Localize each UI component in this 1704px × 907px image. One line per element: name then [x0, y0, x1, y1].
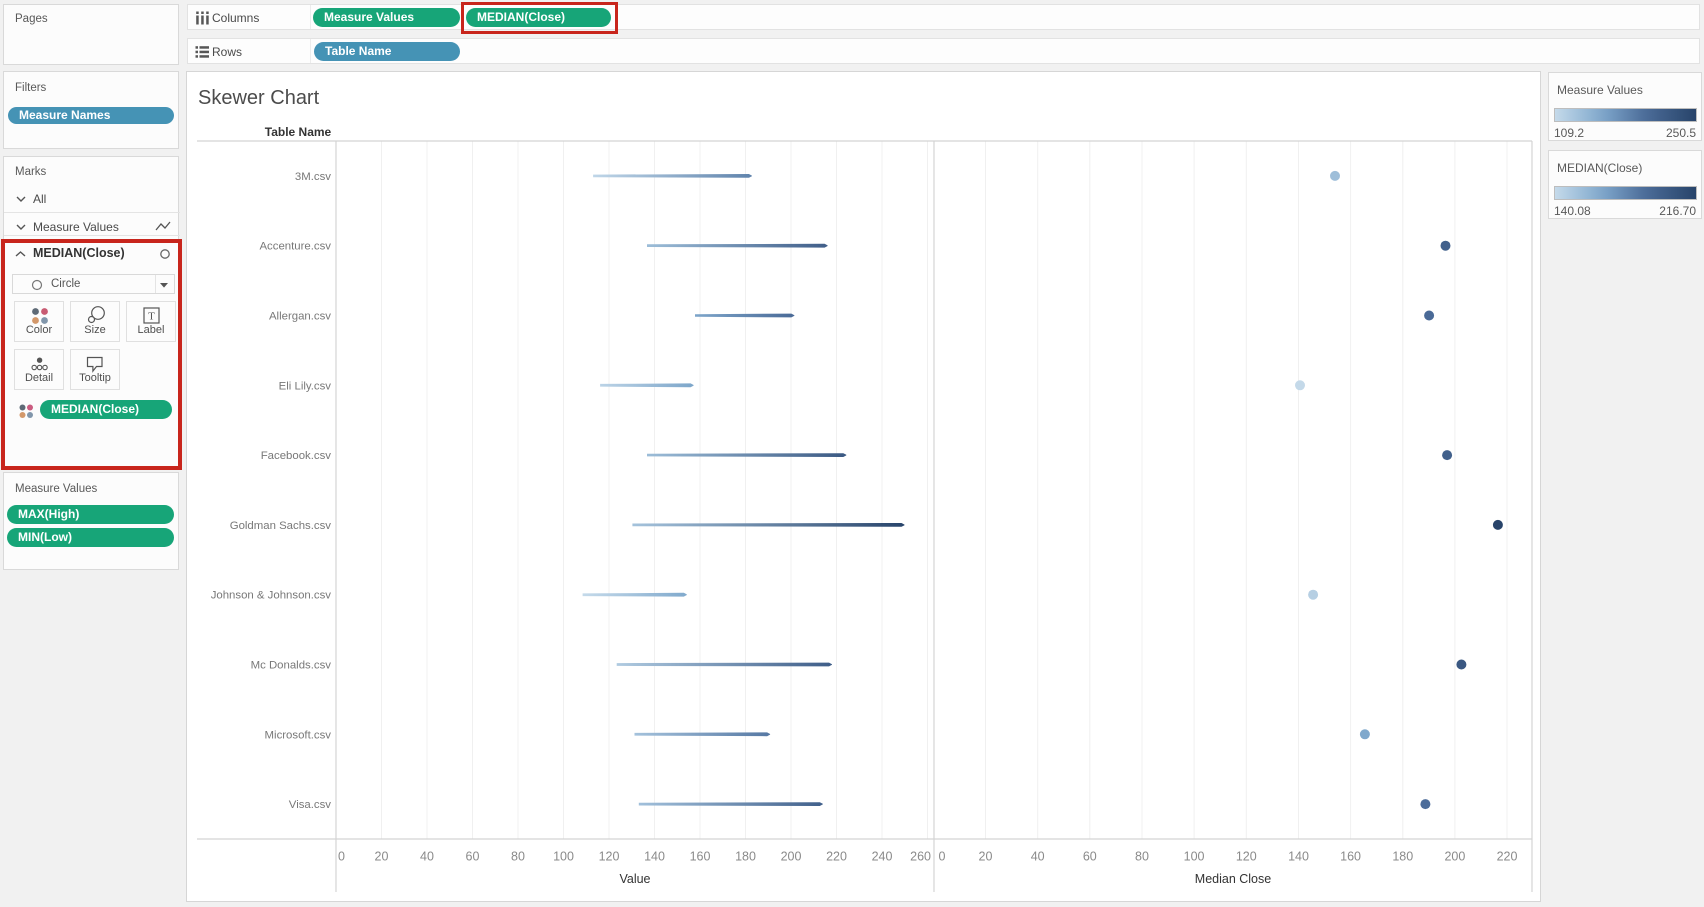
svg-text:180: 180	[1392, 850, 1413, 864]
svg-text:Eli Lily.csv: Eli Lily.csv	[279, 380, 332, 392]
svg-text:120: 120	[599, 850, 620, 864]
svg-text:Allergan.csv: Allergan.csv	[269, 311, 331, 323]
svg-text:200: 200	[781, 850, 802, 864]
svg-text:T: T	[148, 311, 155, 323]
svg-text:140: 140	[644, 850, 665, 864]
svg-text:20: 20	[375, 850, 389, 864]
svg-text:40: 40	[420, 850, 434, 864]
svg-text:3M.csv: 3M.csv	[295, 171, 331, 183]
svg-text:180: 180	[735, 850, 756, 864]
svg-text:Value: Value	[619, 872, 650, 886]
svg-text:Accenture.csv: Accenture.csv	[259, 241, 331, 253]
svg-text:0: 0	[338, 850, 345, 864]
svg-text:60: 60	[466, 850, 480, 864]
svg-text:Goldman Sachs.csv: Goldman Sachs.csv	[230, 520, 332, 532]
svg-text:140: 140	[1288, 850, 1309, 864]
svg-text:Mc Donalds.csv: Mc Donalds.csv	[251, 660, 332, 672]
svg-text:80: 80	[1135, 850, 1149, 864]
svg-text:220: 220	[826, 850, 847, 864]
svg-text:20: 20	[979, 850, 993, 864]
svg-text:Median Close: Median Close	[1195, 872, 1271, 886]
svg-text:40: 40	[1031, 850, 1045, 864]
svg-text:120: 120	[1236, 850, 1257, 864]
svg-text:160: 160	[1340, 850, 1361, 864]
svg-text:0: 0	[939, 850, 946, 864]
svg-text:Microsoft.csv: Microsoft.csv	[265, 729, 332, 741]
svg-text:100: 100	[553, 850, 574, 864]
svg-text:240: 240	[872, 850, 893, 864]
svg-text:260: 260	[910, 850, 931, 864]
svg-text:100: 100	[1184, 850, 1205, 864]
svg-text:Visa.csv: Visa.csv	[289, 799, 332, 811]
svg-text:200: 200	[1444, 850, 1465, 864]
svg-text:Facebook.csv: Facebook.csv	[261, 450, 332, 462]
svg-text:Johnson & Johnson.csv: Johnson & Johnson.csv	[211, 590, 332, 602]
svg-text:60: 60	[1083, 850, 1097, 864]
svg-text:220: 220	[1497, 850, 1518, 864]
svg-text:160: 160	[690, 850, 711, 864]
svg-text:80: 80	[511, 850, 525, 864]
